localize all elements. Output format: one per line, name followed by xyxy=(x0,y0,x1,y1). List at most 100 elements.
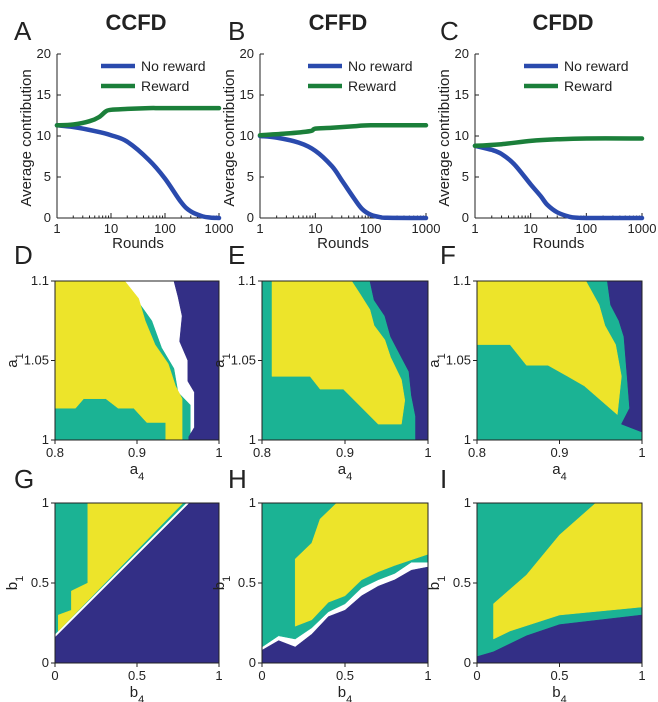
heatmap-E: 0.8 0.9 1 1 1.05 1.1 a4 a1 xyxy=(211,273,432,483)
heatmap-H: 0 0.5 1 0 0.5 1 b4 b1 xyxy=(211,495,432,702)
y-axis-label: b1 xyxy=(426,576,448,590)
x-tick-label: 1 xyxy=(471,221,478,236)
x-tick-label: 1 xyxy=(215,668,222,683)
y-tick-label: 1.1 xyxy=(31,273,49,288)
y-tick-label: 0.5 xyxy=(31,575,49,590)
panel-letter: D xyxy=(14,240,33,270)
heatmap-I: 0 0.5 1 0 0.5 1 b4 b1 xyxy=(426,495,646,702)
region xyxy=(173,281,219,440)
line-chart-C: CFDD 0 5 10 15 20 1 10 100 1000 Rounds Average cont… xyxy=(436,10,656,252)
series-line xyxy=(54,105,222,128)
y-tick-label: 0.5 xyxy=(238,575,256,590)
x-tick-label: 1000 xyxy=(205,221,234,236)
y-tick-label: 20 xyxy=(455,46,469,61)
y-tick-label: 0 xyxy=(464,655,471,670)
y-tick-label: 1.05 xyxy=(446,353,471,368)
heatmap-F: 0.8 0.9 1 1 1.05 1.1 a4 a1 xyxy=(426,273,646,483)
x-axis-label: a4 xyxy=(130,461,144,483)
y-tick-label: 1.1 xyxy=(238,273,256,288)
region-group xyxy=(55,281,219,440)
region xyxy=(294,503,428,627)
x-axis-label: b4 xyxy=(130,684,144,702)
region-group xyxy=(55,503,219,663)
panel-letter: A xyxy=(14,16,32,46)
x-tick-label: 100 xyxy=(154,221,176,236)
x-axis-label: b4 xyxy=(338,684,352,702)
x-tick-label: 0 xyxy=(258,668,265,683)
chart-title: CFFD xyxy=(309,10,368,35)
heatmap-G: 0 0.5 1 0 0.5 1 b4 b1 xyxy=(4,495,223,702)
x-tick-label: 1000 xyxy=(412,221,441,236)
y-tick-label: 0 xyxy=(247,210,254,225)
region xyxy=(477,614,642,663)
y-tick-label: 1 xyxy=(42,495,49,510)
legend-label: No reward xyxy=(348,58,413,74)
region xyxy=(607,281,642,433)
y-tick-label: 0 xyxy=(249,655,256,670)
y-tick-label: 5 xyxy=(247,169,254,184)
y-axis-label: Average contribution xyxy=(18,69,35,206)
region xyxy=(493,503,642,640)
x-tick-label: 0.8 xyxy=(468,445,486,460)
x-tick-label: 100 xyxy=(575,221,597,236)
y-tick-label: 15 xyxy=(37,87,51,102)
x-tick-label: 0.8 xyxy=(253,445,271,460)
x-axis-label: Rounds xyxy=(112,235,164,252)
y-tick-label: 1 xyxy=(42,432,49,447)
panel-letter: I xyxy=(440,464,447,494)
series-line xyxy=(257,133,429,221)
legend-label: No reward xyxy=(564,58,629,74)
x-axis-label: Rounds xyxy=(533,235,585,252)
x-tick-label: 1 xyxy=(424,445,431,460)
y-tick-label: 10 xyxy=(240,128,254,143)
y-tick-label: 10 xyxy=(37,128,51,143)
x-axis-label: a4 xyxy=(338,461,352,483)
y-tick-label: 1 xyxy=(464,432,471,447)
x-tick-label: 1 xyxy=(53,221,60,236)
region xyxy=(271,281,406,425)
y-tick-label: 1 xyxy=(464,495,471,510)
x-tick-label: 0.5 xyxy=(128,668,146,683)
y-axis-label: b1 xyxy=(211,576,233,590)
y-tick-label: 1.1 xyxy=(453,273,471,288)
y-tick-label: 1.05 xyxy=(24,353,49,368)
panel-letter: E xyxy=(228,240,245,270)
panel-letter: H xyxy=(228,464,247,494)
series-line xyxy=(54,123,222,221)
y-tick-label: 20 xyxy=(37,46,51,61)
x-tick-label: 10 xyxy=(308,221,322,236)
heatmap-D: 0.8 0.9 1 1 1.05 1.1 a4 a1 xyxy=(4,273,223,483)
y-tick-label: 15 xyxy=(240,87,254,102)
region-group xyxy=(262,503,428,663)
y-tick-label: 0 xyxy=(42,655,49,670)
series-line xyxy=(472,143,645,221)
panel-letter: F xyxy=(440,240,456,270)
region-group xyxy=(262,281,428,440)
region-group xyxy=(477,503,642,663)
region xyxy=(262,566,428,663)
region xyxy=(55,281,183,440)
region xyxy=(55,503,219,663)
y-tick-label: 10 xyxy=(455,128,469,143)
region xyxy=(58,503,184,632)
y-axis-label: Average contribution xyxy=(436,69,453,206)
x-tick-label: 0.8 xyxy=(46,445,64,460)
x-tick-label: 1000 xyxy=(628,221,657,236)
y-axis-label: a1 xyxy=(4,353,26,367)
x-tick-label: 0.9 xyxy=(550,445,568,460)
x-tick-label: 1 xyxy=(215,445,222,460)
panel-letter: B xyxy=(228,16,245,46)
x-tick-label: 10 xyxy=(523,221,537,236)
y-tick-label: 1.05 xyxy=(231,353,256,368)
y-tick-label: 20 xyxy=(240,46,254,61)
x-tick-label: 0.5 xyxy=(336,668,354,683)
chart-title: CFDD xyxy=(532,10,593,35)
series-line xyxy=(472,136,645,149)
legend-label: Reward xyxy=(348,78,396,94)
y-tick-label: 1 xyxy=(249,432,256,447)
x-tick-label: 0.9 xyxy=(128,445,146,460)
x-tick-label: 1 xyxy=(638,445,645,460)
y-axis-label: a1 xyxy=(211,353,233,367)
line-chart-B: CFFD 0 5 10 15 20 1 10 100 1000 Rounds Average cont… xyxy=(221,10,440,252)
